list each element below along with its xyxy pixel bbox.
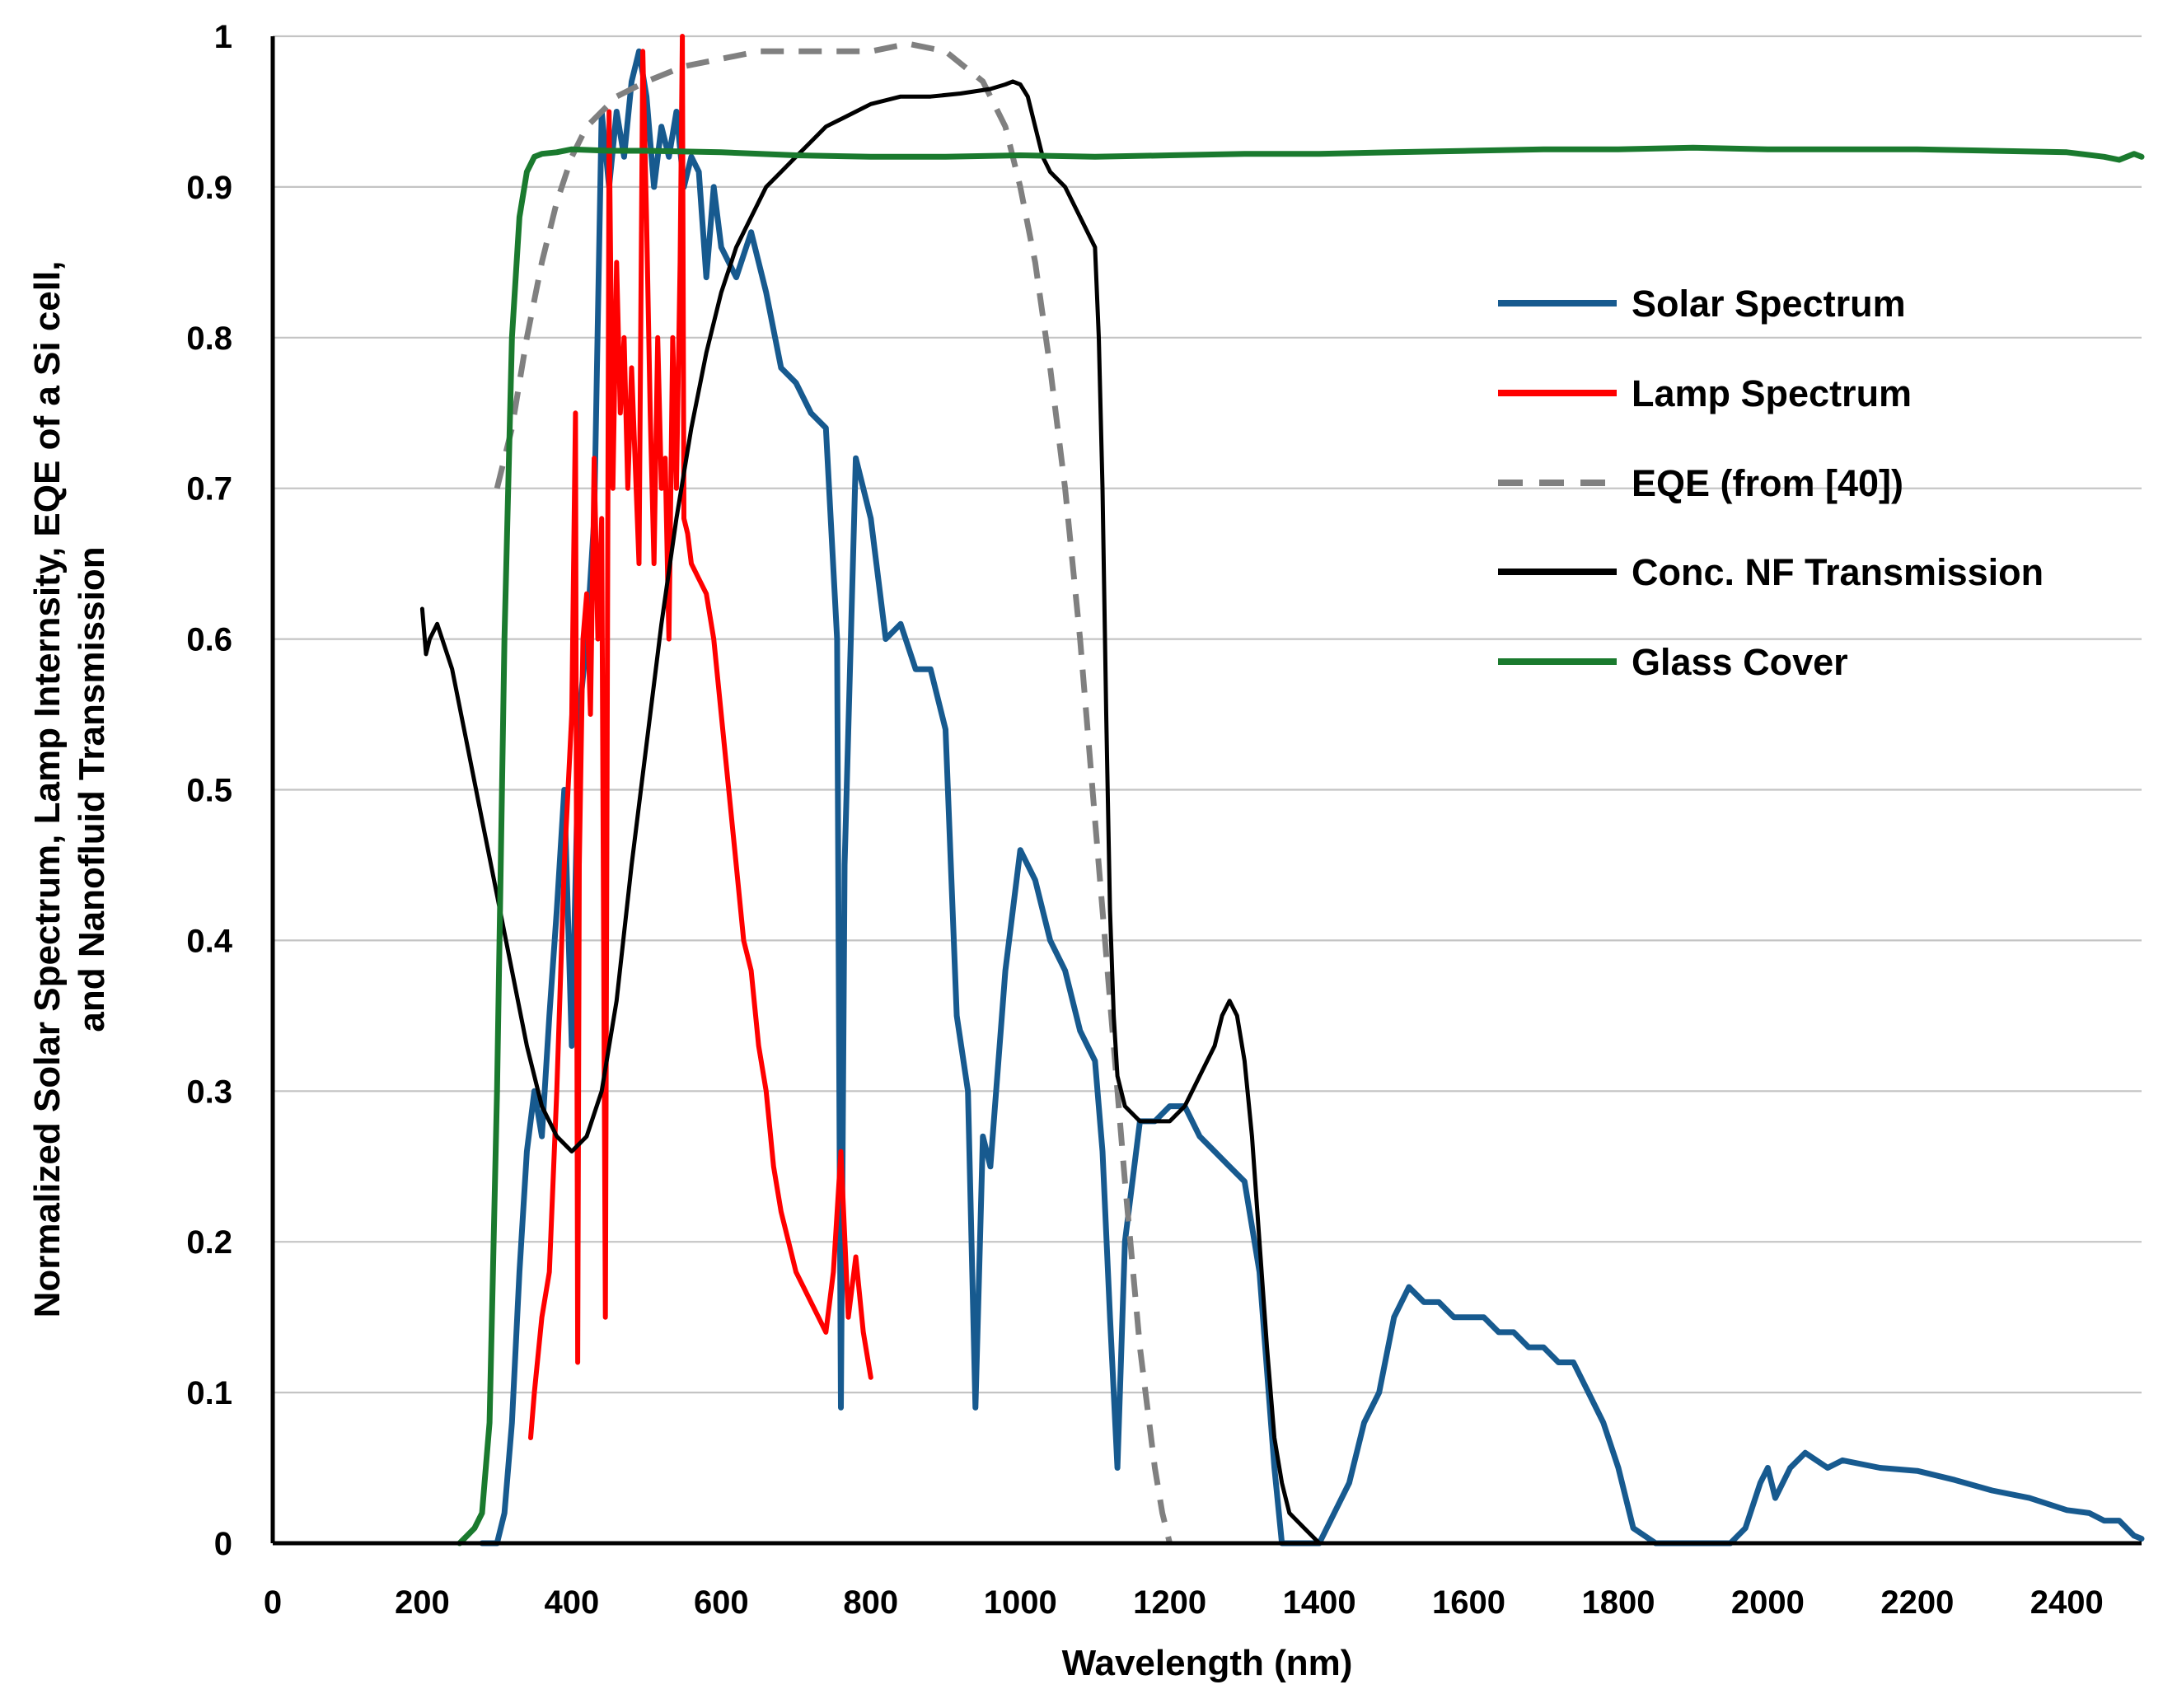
legend-label-lamp-spectrum: Lamp Spectrum (1632, 372, 1912, 414)
x-tick-label: 2000 (1731, 1584, 1805, 1621)
y-tick-label: 0 (214, 1526, 232, 1562)
y-tick-label: 0.1 (186, 1375, 232, 1411)
x-axis-title: Wavelength (nm) (1062, 1643, 1353, 1683)
y-axis-title-line2: and Nanofluid Transmission (72, 546, 112, 1032)
x-tick-label: 2400 (2030, 1584, 2104, 1621)
x-tick-label: 1400 (1283, 1584, 1356, 1621)
x-tick-label: 1200 (1133, 1584, 1206, 1621)
y-tick-label: 0.5 (186, 773, 232, 809)
y-tick-label: 0.7 (186, 471, 232, 508)
y-tick-label: 1 (214, 19, 232, 55)
legend-label-conc-nf-transmission: Conc. NF Transmission (1632, 551, 2044, 593)
series-line-glass-cover (456, 144, 2145, 1547)
legend-label-solar-spectrum: Solar Spectrum (1632, 283, 1906, 325)
x-tick-label: 2200 (1880, 1584, 1954, 1621)
x-tick-label: 600 (694, 1584, 749, 1621)
x-tick-label: 1600 (1432, 1584, 1505, 1621)
plot-area (419, 34, 2145, 1547)
tick-labels: 0 0.1 0.2 0.3 0.4 0.5 0.6 0.7 0.8 0.9 1 0 200 400 600 8… (186, 19, 2103, 1621)
series-line-lamp-spectrum (528, 34, 873, 1440)
x-tick-label: 200 (395, 1584, 450, 1621)
x-tick-label: 1800 (1581, 1584, 1655, 1621)
y-tick-label: 0.6 (186, 622, 232, 658)
x-tick-label: 1000 (984, 1584, 1057, 1621)
x-tick-label: 800 (843, 1584, 898, 1621)
y-tick-label: 0.3 (186, 1074, 232, 1110)
x-tick-label: 0 (264, 1584, 282, 1621)
axes (270, 36, 2142, 1546)
legend-label-glass-cover: Glass Cover (1632, 641, 1848, 683)
y-axis-title-line1: Normalized Solar Spectrum, Lamp Internsi… (27, 261, 68, 1318)
y-tick-label: 0.2 (186, 1224, 232, 1261)
x-tick-label: 400 (545, 1584, 600, 1621)
legend-label-eqe-from-40: EQE (from [40]) (1632, 462, 1903, 504)
legend: Solar Spectrum Lamp Spectrum EQE (from [40… (1498, 283, 2044, 683)
y-tick-label: 0.8 (186, 321, 232, 357)
series-line-conc-nf-transmission (419, 79, 1329, 1546)
y-tick-label: 0.4 (186, 923, 232, 959)
y-tick-label: 0.9 (186, 170, 232, 206)
